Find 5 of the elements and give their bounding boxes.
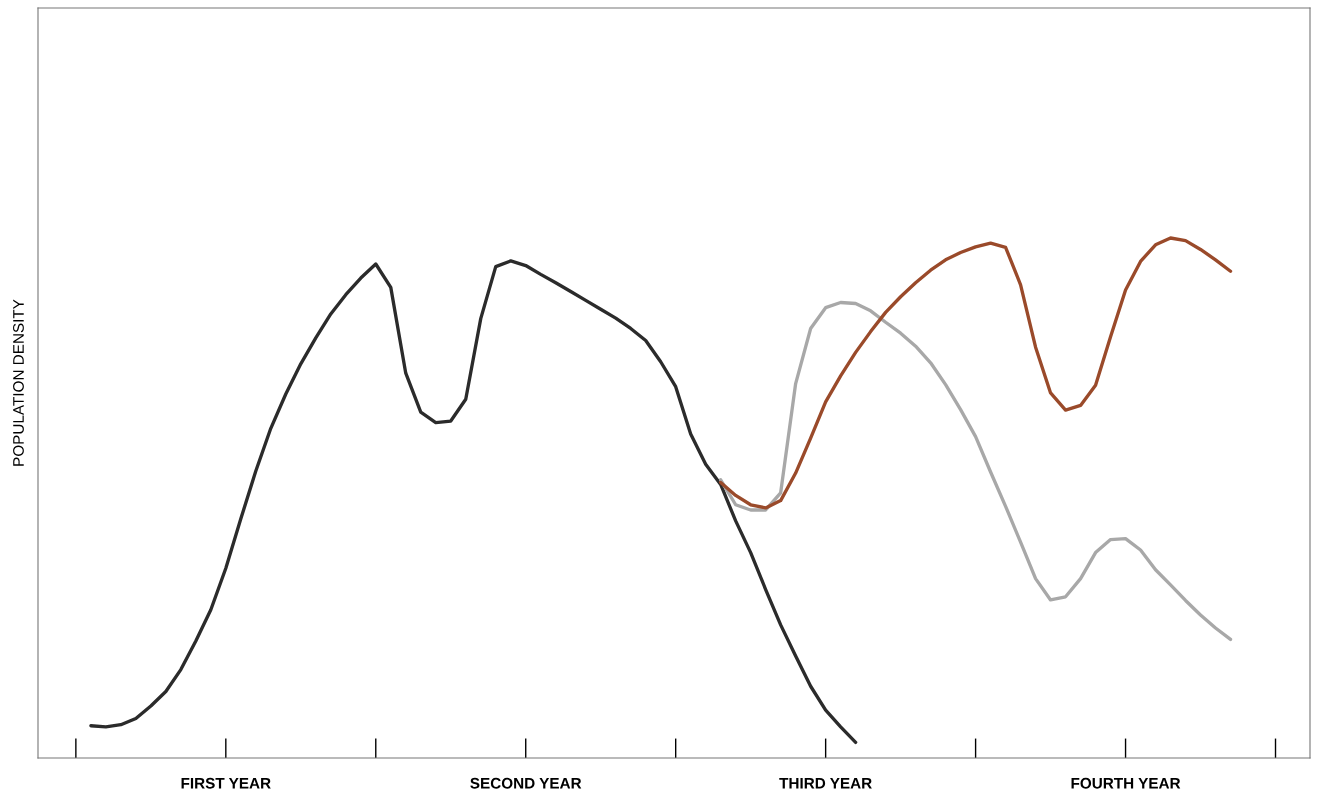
y-axis-title: POPULATION DENSITY — [13, 299, 24, 466]
x-tick-label: FIRST YEAR — [181, 777, 271, 789]
x-tick-label: FOURTH YEAR — [1071, 777, 1181, 789]
x-tick-label: SECOND YEAR — [470, 777, 582, 789]
x-tick-label: THIRD YEAR — [779, 778, 872, 789]
